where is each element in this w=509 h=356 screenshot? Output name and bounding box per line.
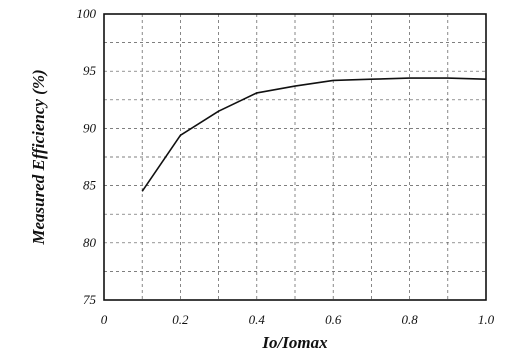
x-tick-label: 0.2 <box>172 312 189 327</box>
plot-frame <box>103 13 487 301</box>
y-tick-label: 85 <box>83 178 97 193</box>
y-tick-label: 95 <box>83 63 97 78</box>
x-tick-label: 0.8 <box>401 312 418 327</box>
efficiency-series-line <box>141 77 487 192</box>
x-tick-label: 0 <box>101 312 108 327</box>
x-tick-label: 1.0 <box>478 312 495 327</box>
y-tick-label: 75 <box>83 292 97 307</box>
axis-ticks: 0 0.2 0.4 0.6 0.8 1.0 75 80 85 90 95 100 <box>77 6 495 327</box>
y-tick-label: 80 <box>83 235 97 250</box>
y-axis-title: Measured Efficiency (%) <box>29 69 48 245</box>
x-tick-label: 0.6 <box>325 312 342 327</box>
series-group <box>141 77 487 192</box>
x-axis-title: Io/Iomax <box>261 333 328 352</box>
grid-lines <box>104 14 486 300</box>
y-tick-label: 90 <box>83 120 97 135</box>
y-tick-label: 100 <box>77 6 97 21</box>
x-tick-label: 0.4 <box>249 312 266 327</box>
